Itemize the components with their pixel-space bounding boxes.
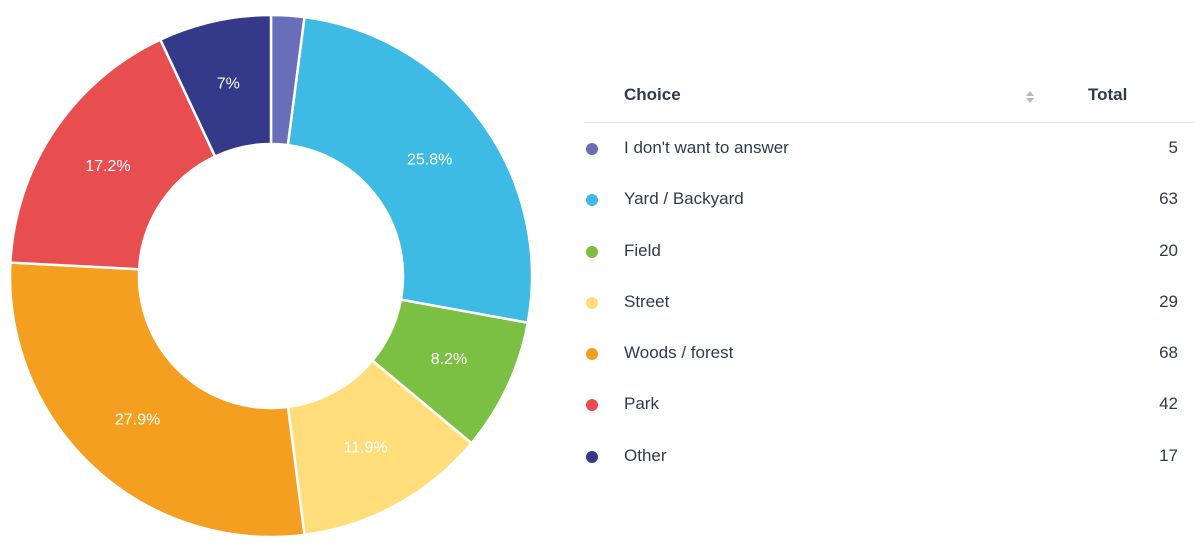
choice-label: Other: [624, 445, 667, 465]
choice-total: 5: [1168, 138, 1178, 157]
donut-slice[interactable]: [9, 37, 217, 271]
series-dot: [586, 450, 598, 463]
donut-chart: 25.8% 8.2% 11.9% 27.9% 17.2% 7%: [8, 13, 534, 539]
series-dot: [586, 296, 598, 309]
choice-label: Field: [624, 240, 661, 260]
series-dot: [586, 194, 598, 207]
donut-slice[interactable]: [158, 13, 273, 159]
table-row: Woods / forest 68: [584, 328, 1195, 379]
choice-total: 42: [1159, 394, 1178, 414]
table-row: I don't want to answer 5: [584, 123, 1195, 174]
slice-percent-label: 7%: [217, 76, 240, 93]
table-row: Yard / Backyard 63: [584, 174, 1195, 225]
slice-percent-label: 8.2%: [431, 351, 467, 368]
choice-label: Park: [624, 394, 659, 414]
choice-label: Woods / forest: [624, 343, 734, 363]
slice-percent-label: 17.2%: [85, 158, 130, 175]
series-dot: [586, 143, 598, 155]
table-body: I don't want to answer 5 Yard / Backyard…: [584, 123, 1195, 482]
choice-table: Choice Total I don't want to answer 5 Ya…: [584, 70, 1195, 482]
series-dot: [586, 348, 598, 361]
slice-percent-label: 27.9%: [115, 412, 160, 429]
choice-total: 68: [1159, 343, 1178, 363]
table-header: Choice Total: [584, 70, 1195, 123]
table-row: Field 20: [584, 226, 1195, 277]
header-total[interactable]: Total: [1088, 85, 1128, 104]
choice-label: Yard / Backyard: [624, 189, 744, 209]
series-dot: [586, 245, 598, 258]
donut-labels: 25.8% 8.2% 11.9% 27.9% 17.2% 7%: [85, 76, 467, 457]
sort-arrows-icon[interactable]: [1025, 89, 1035, 105]
table-row: Street 29: [584, 277, 1195, 328]
table-row: Other 17: [584, 431, 1195, 482]
table-row: Park 42: [584, 379, 1195, 430]
slice-percent-label: 25.8%: [407, 152, 452, 169]
donut-slice[interactable]: [8, 261, 306, 539]
slice-percent-label: 11.9%: [343, 440, 387, 457]
choice-total: 17: [1159, 445, 1178, 465]
donut-slices: [8, 13, 534, 539]
header-choice[interactable]: Choice: [624, 85, 681, 104]
choice-total: 20: [1159, 240, 1178, 260]
series-dot: [586, 399, 598, 412]
choice-total: 29: [1159, 291, 1178, 311]
choice-total: 63: [1159, 189, 1178, 209]
donut-slice[interactable]: [286, 15, 534, 325]
choice-label: I don't want to answer: [624, 138, 789, 157]
choice-label: Street: [624, 291, 670, 311]
